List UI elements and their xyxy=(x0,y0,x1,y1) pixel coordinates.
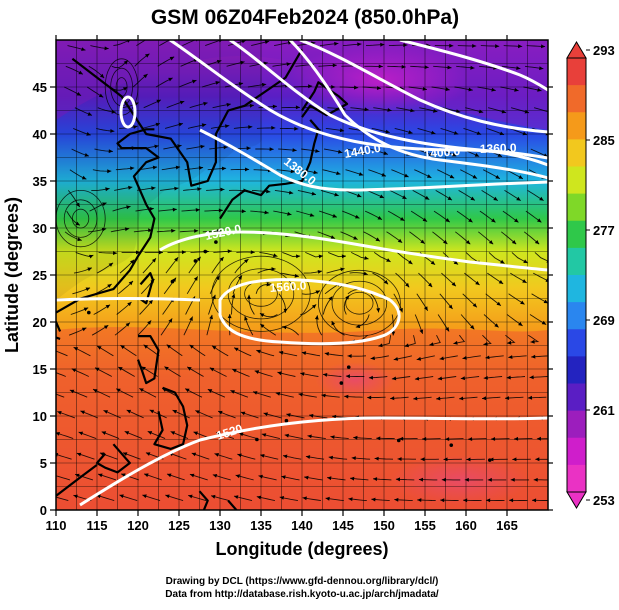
streamline-arrow xyxy=(47,390,52,394)
colorbar-tick-label: 293 xyxy=(593,43,615,58)
colorbar-lower-extension xyxy=(567,492,586,508)
x-tick-label: 150 xyxy=(373,518,395,533)
colorbar-segment xyxy=(567,139,586,167)
streamline-arrow xyxy=(562,197,567,201)
streamline xyxy=(550,46,569,47)
island xyxy=(285,419,289,423)
y-tick-label: 15 xyxy=(33,362,47,377)
streamline-arrow xyxy=(564,45,568,49)
streamline-arrow xyxy=(562,66,566,70)
island xyxy=(87,311,91,315)
x-tick-label: 130 xyxy=(209,518,231,533)
y-tick-label: 5 xyxy=(40,456,47,471)
y-tick-label: 35 xyxy=(33,174,47,189)
colorbar-segment xyxy=(567,194,586,222)
island xyxy=(340,381,344,385)
island xyxy=(194,259,198,263)
colorbar-segment xyxy=(567,221,586,249)
colorbar-segment xyxy=(567,302,586,330)
y-tick-label: 45 xyxy=(33,80,47,95)
island xyxy=(556,441,560,445)
streamline-arrow xyxy=(560,218,564,222)
streamline xyxy=(547,232,562,244)
y-tick-label: 30 xyxy=(33,221,47,236)
map-panel: 1440.0 1400.0 1360.0 1380.0 1520.0 1560.… xyxy=(47,36,575,529)
streamline xyxy=(552,170,569,179)
credit-drawing: Drawing by DCL (https://www.gfd-dennou.o… xyxy=(166,576,439,587)
colorbar-tick-label: 253 xyxy=(593,493,615,508)
streamline xyxy=(549,211,565,222)
colorbar-segment xyxy=(567,356,586,384)
figure-title: GSM 06Z04Feb2024 (850.0hPa) xyxy=(151,6,459,29)
contour-label: 1560.0 xyxy=(269,278,307,295)
y-tick-label: 25 xyxy=(33,268,47,283)
island xyxy=(449,443,453,447)
lat-lon-grid xyxy=(56,40,548,510)
contour-label: 1360.0 xyxy=(480,141,517,156)
island xyxy=(397,439,401,443)
colorbar: 293 285 277 269 261 253 xyxy=(567,42,615,508)
colorbar-segment xyxy=(567,384,586,412)
streamline-arrow xyxy=(558,240,562,244)
colorbar-segment xyxy=(567,465,586,493)
y-tick-label: 10 xyxy=(33,409,47,424)
colorbar-segment xyxy=(567,275,586,303)
streamline-arrow xyxy=(50,495,54,499)
colorbar-segment xyxy=(567,112,586,140)
x-tick-label: 115 xyxy=(87,518,108,533)
x-tick-label: 165 xyxy=(496,518,518,533)
colorbar-segment xyxy=(567,85,586,113)
streamline-arrow xyxy=(48,369,53,373)
y-tick-label: 0 xyxy=(40,503,47,518)
x-tick-label: 145 xyxy=(332,518,354,533)
streamline xyxy=(551,190,567,200)
island xyxy=(488,458,492,462)
streamline-arrow xyxy=(560,88,564,92)
x-tick-label: 120 xyxy=(127,518,149,533)
x-tick-label: 155 xyxy=(414,518,436,533)
colorbar-tick-label: 269 xyxy=(593,313,615,328)
streamline xyxy=(548,66,566,69)
colorbar-tick-label: 277 xyxy=(593,223,615,238)
colorbar-tick-label: 285 xyxy=(593,133,615,148)
x-tick-label: 110 xyxy=(46,518,67,533)
streamline-arrow xyxy=(50,348,55,352)
x-tick-label: 135 xyxy=(250,518,272,533)
x-tick-label: 140 xyxy=(291,518,313,533)
colorbar-segment xyxy=(567,411,586,439)
island xyxy=(347,365,351,369)
colorbar-segment xyxy=(567,167,586,195)
y-tick-label: 20 xyxy=(33,315,47,330)
colorbar-segment xyxy=(567,438,586,466)
x-tick-label: 160 xyxy=(455,518,477,533)
streamline-arrow xyxy=(554,339,558,343)
colorbar-segment xyxy=(567,58,586,86)
x-tick-label: 125 xyxy=(168,518,190,533)
contour-1560-west xyxy=(56,299,200,301)
colorbar-tick-label: 261 xyxy=(593,403,615,418)
credit-data: Data from http://database.rish.kyoto-u.a… xyxy=(165,589,439,600)
streamline xyxy=(551,335,561,341)
colorbar-upper-extension xyxy=(567,42,586,58)
colorbar-segment xyxy=(567,248,586,276)
colorbar-segment xyxy=(567,329,586,357)
x-axis-label: Longitude (degrees) xyxy=(215,539,388,559)
y-axis-label: Latitude (degrees) xyxy=(2,197,22,353)
y-tick-label: 40 xyxy=(33,127,47,142)
streamline-arrow xyxy=(148,36,153,40)
island xyxy=(171,280,175,284)
